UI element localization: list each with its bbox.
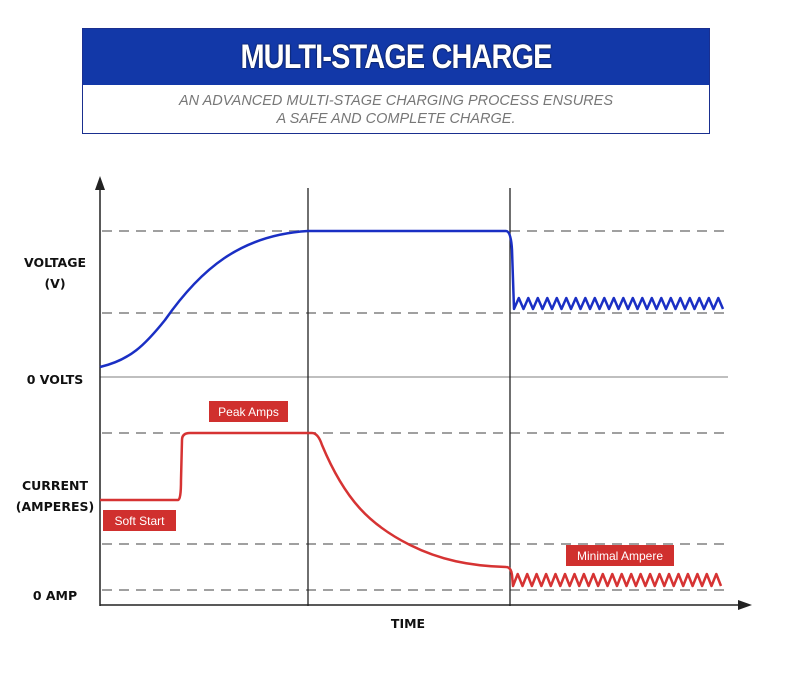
current-curve: [100, 431, 723, 588]
subtitle-line-2: A SAFE AND COMPLETE CHARGE.: [276, 111, 516, 127]
voltage-label: VOLTAGE: [24, 255, 86, 270]
voltage-unit-label: (V): [44, 276, 65, 291]
voltage-curve: [99, 229, 725, 369]
soft-start-tag: [103, 510, 176, 531]
time-label: TIME: [391, 616, 425, 631]
zero-volts-label: 0 VOLTS: [27, 372, 84, 387]
subtitle-line-1: AN ADVANCED MULTI-STAGE CHARGING PROCESS…: [179, 93, 613, 109]
zero-amp-label: 0 AMP: [33, 588, 77, 603]
current-label: CURRENT: [22, 478, 89, 493]
y-axis-arrow-icon: [95, 176, 105, 190]
minimal-ampere-text: Minimal Ampere: [577, 549, 663, 563]
subtitle: AN ADVANCED MULTI-STAGE CHARGING PROCESS…: [83, 85, 709, 128]
reference-lines: [102, 230, 728, 591]
title-bar: MULTI-STAGE CHARGE: [83, 29, 709, 85]
peak-amps-tag: [209, 401, 288, 422]
current-unit-label: (AMPERES): [16, 499, 94, 514]
x-axis-arrow-icon: [738, 600, 752, 610]
header-box: MULTI-STAGE CHARGE AN ADVANCED MULTI-STA…: [82, 28, 710, 134]
peak-amps-text: Peak Amps: [218, 405, 279, 419]
minimal-ampere-tag: [566, 545, 674, 566]
soft-start-text: Soft Start: [114, 514, 165, 528]
page-title: MULTI-STAGE CHARGE: [240, 37, 552, 76]
